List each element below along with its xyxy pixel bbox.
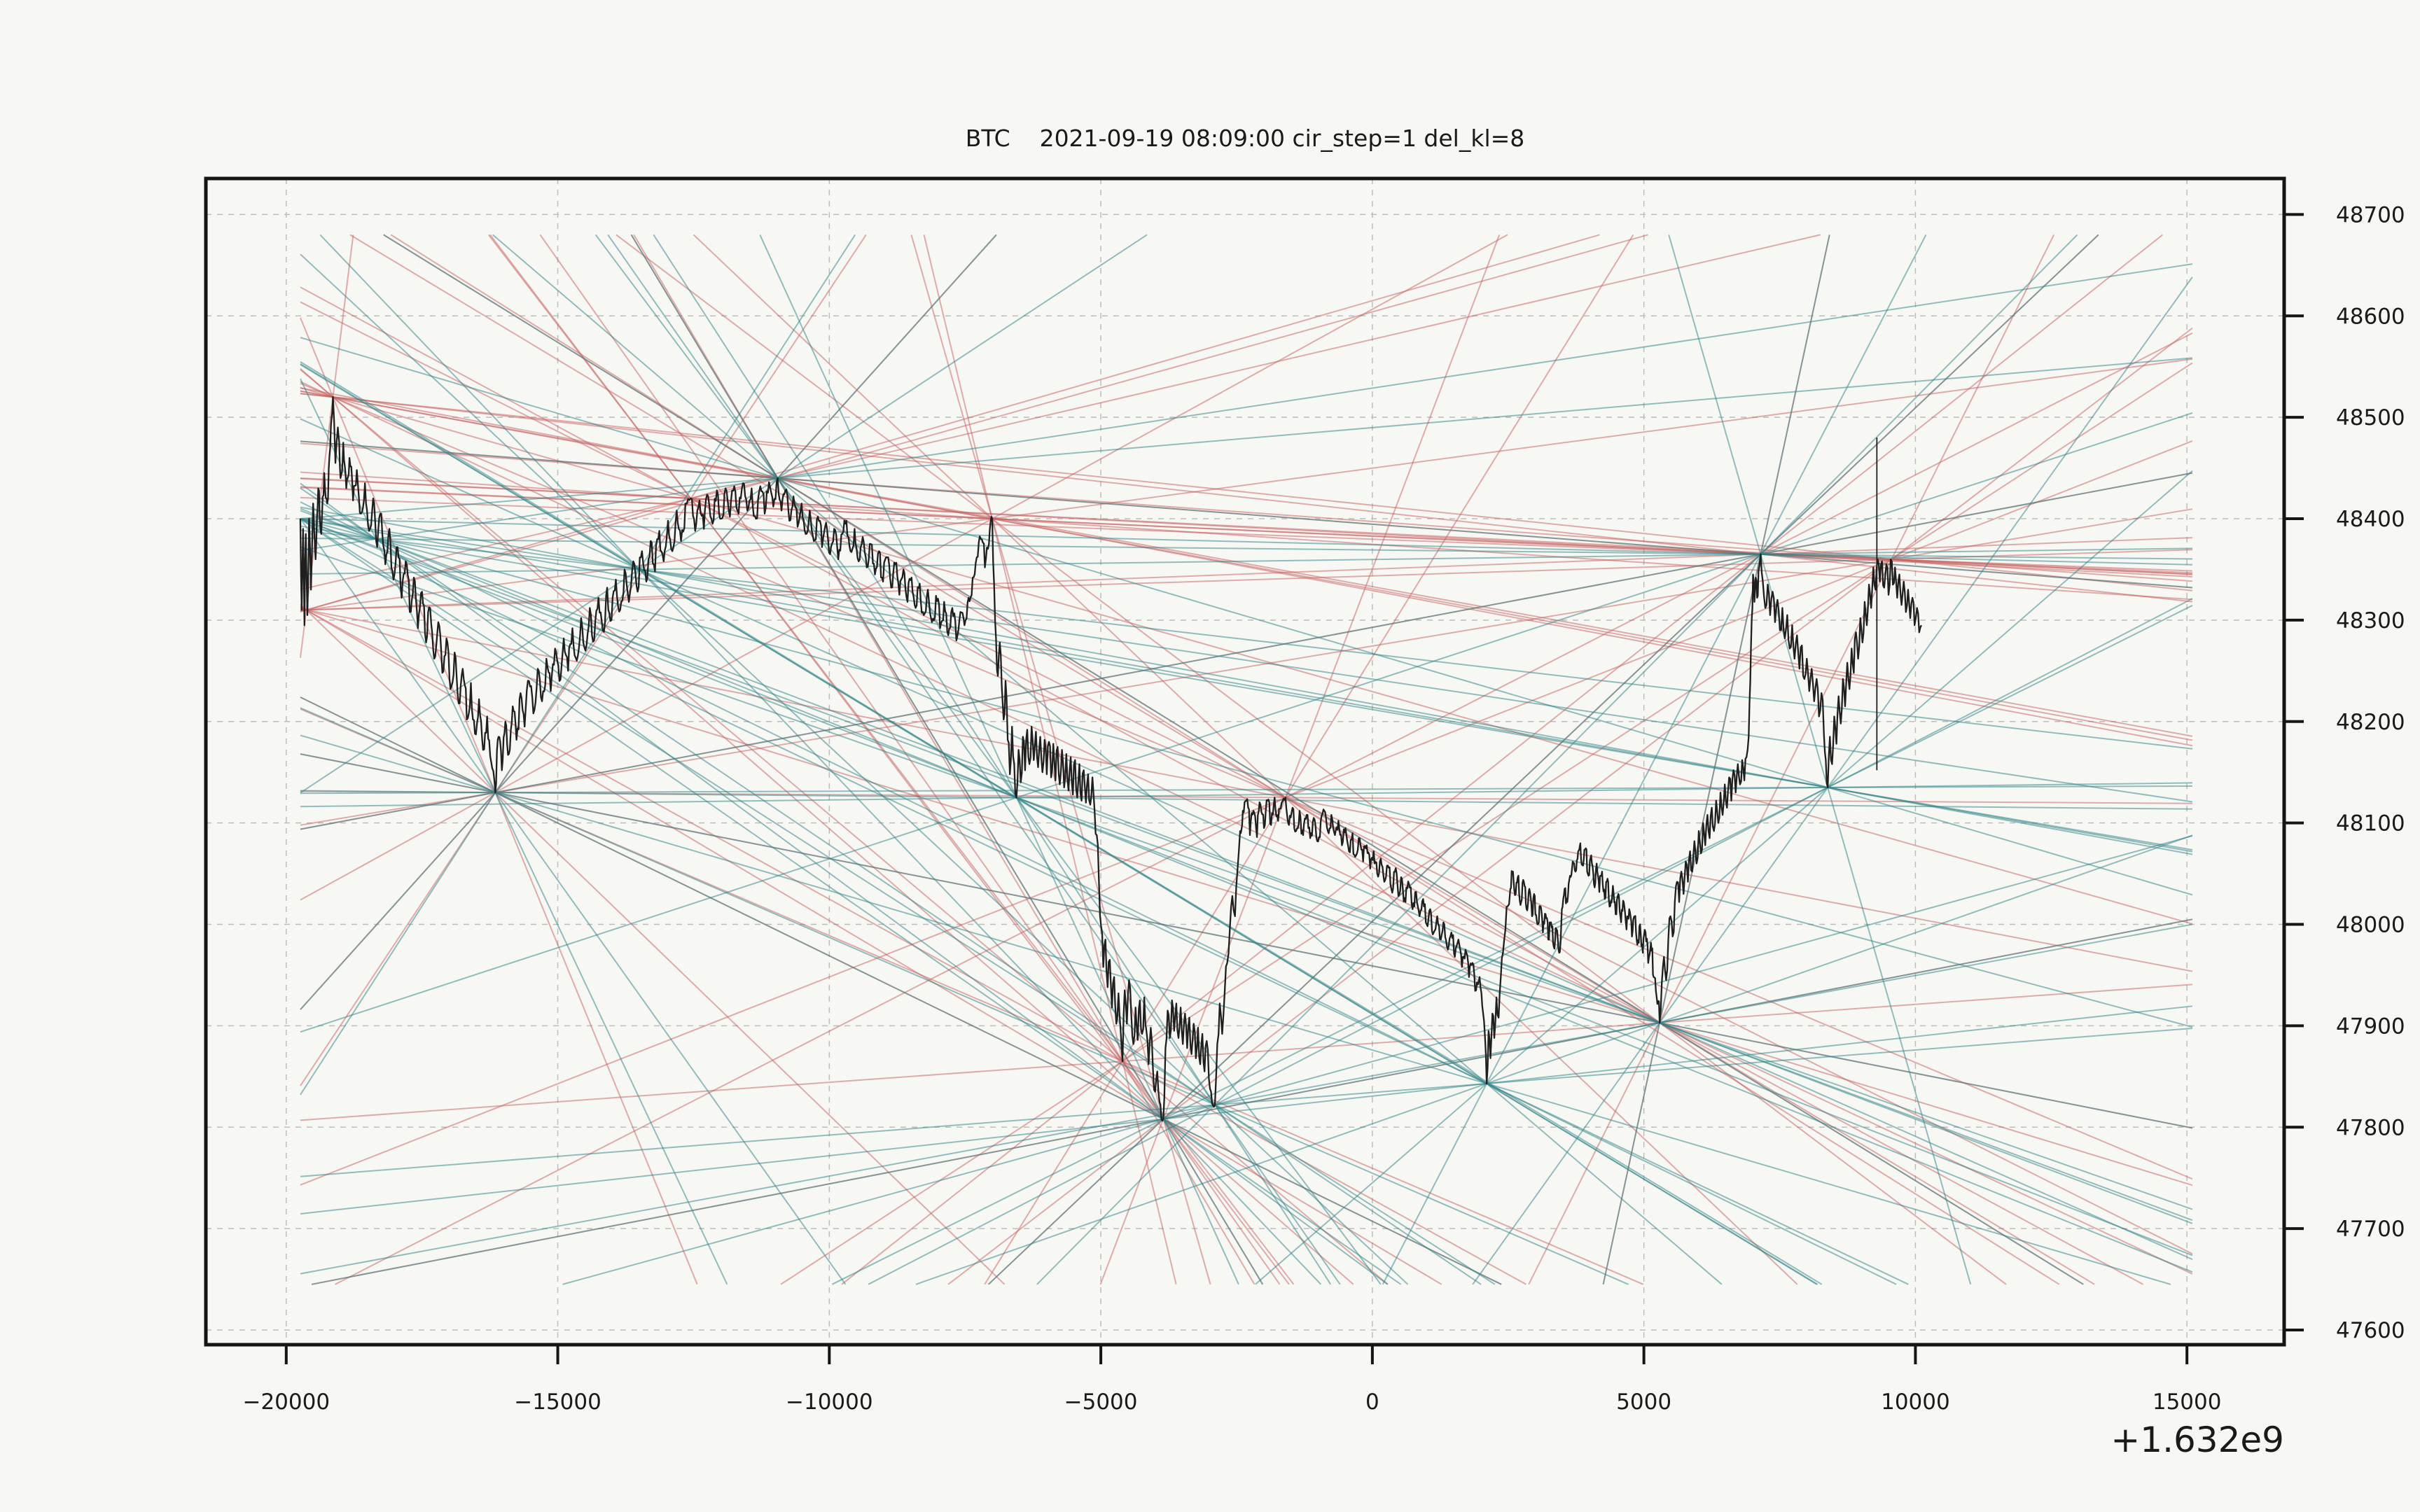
y-axis: 47600 47700 47800 47900 48000 48100 48200 48300… xyxy=(2284,202,2405,1343)
trendline xyxy=(300,518,1909,1285)
trendline xyxy=(300,360,1817,1285)
trendline xyxy=(300,518,1402,1285)
trendline xyxy=(1528,234,2055,1285)
y-tick-label: 47900 xyxy=(2336,1014,2405,1039)
trendline xyxy=(335,332,2193,1285)
x-tick-label: −15000 xyxy=(514,1390,601,1415)
trendline xyxy=(383,234,2084,1285)
trendline xyxy=(300,923,2193,1275)
trendline xyxy=(300,378,728,1285)
trendline xyxy=(1472,276,2193,1285)
trendline xyxy=(987,234,2099,1285)
y-tick-label: 48100 xyxy=(2336,811,2405,836)
plot-border xyxy=(204,176,2286,1347)
trendline xyxy=(1382,234,1927,1285)
x-tick-label: 15000 xyxy=(2153,1390,2222,1415)
y-tick-label: 47600 xyxy=(2336,1318,2405,1343)
y-tick-label: 48600 xyxy=(2336,304,2405,329)
trendline xyxy=(300,782,2192,808)
y-tick-label: 48500 xyxy=(2336,405,2405,430)
trendline xyxy=(984,234,1634,1285)
trendline xyxy=(300,358,2193,612)
x-axis: −20000 −15000 −10000 −5000 0 5000 10000 15000 xyxy=(242,1345,2221,1415)
y-tick-label: 48000 xyxy=(2336,913,2405,938)
trendline xyxy=(300,234,867,1086)
x-tick-label: 10000 xyxy=(1881,1390,1950,1415)
y-tick-label: 48300 xyxy=(2336,608,2405,634)
trendline xyxy=(300,606,1442,1285)
trendline xyxy=(300,487,1482,1285)
trendline xyxy=(947,327,2193,1285)
trendline xyxy=(300,357,2193,520)
trendline xyxy=(300,381,2193,1275)
trendline xyxy=(300,418,2193,1261)
y-tick-label: 48200 xyxy=(2336,710,2405,735)
y-tick-label: 48400 xyxy=(2336,507,2405,532)
trendline xyxy=(300,263,2193,552)
trendline xyxy=(1255,470,2193,1285)
trendline xyxy=(780,362,2193,1285)
y-tick-label: 48700 xyxy=(2336,202,2405,227)
trendline xyxy=(300,234,1600,612)
trendline xyxy=(300,603,1006,1285)
trendline xyxy=(653,234,1332,1285)
trendline xyxy=(492,234,1723,1285)
trendline xyxy=(300,734,2171,1285)
trendline xyxy=(300,506,2193,855)
trendline xyxy=(300,518,847,1285)
trendline xyxy=(300,286,2144,1285)
trendline xyxy=(1668,234,1972,1285)
trendline xyxy=(300,369,1389,1285)
trendline xyxy=(300,546,2193,1210)
trendline xyxy=(300,337,2193,896)
trendline xyxy=(831,605,2193,1285)
trendline xyxy=(616,234,2007,1285)
trendline xyxy=(300,387,2193,925)
trendline xyxy=(300,507,2193,1273)
x-tick-label: 0 xyxy=(1365,1390,1379,1415)
trendline xyxy=(300,501,1897,1285)
trendline xyxy=(1602,234,1830,1285)
x-tick-label: 5000 xyxy=(1616,1390,1671,1415)
trendline xyxy=(349,234,2095,1285)
trendline xyxy=(300,234,856,1096)
trendline xyxy=(841,234,2164,1285)
y-tick-label: 47700 xyxy=(2336,1217,2405,1242)
x-tick-label: −10000 xyxy=(786,1390,873,1415)
trendline xyxy=(300,753,2193,1129)
trendline xyxy=(915,834,2193,1285)
trendline xyxy=(300,482,1389,1285)
x-tick-label: −5000 xyxy=(1064,1390,1138,1415)
trendline xyxy=(562,835,2193,1285)
trendline xyxy=(300,518,1496,1285)
trendline xyxy=(300,234,1821,591)
trendline xyxy=(1036,234,2078,1285)
x-axis-offset-label: +1.632e9 xyxy=(2110,1420,2284,1460)
trendline xyxy=(300,1005,2193,1214)
trendline xyxy=(300,983,2193,1121)
trendline xyxy=(300,1027,2193,1177)
trendline xyxy=(300,368,1354,1285)
trendline xyxy=(300,301,2193,1255)
trendline xyxy=(300,234,997,1010)
trendline xyxy=(300,607,2193,1186)
trendline xyxy=(300,518,2193,1256)
trendline xyxy=(300,510,2193,1224)
trendline xyxy=(1099,234,1501,1285)
trendline xyxy=(868,598,2193,1285)
y-tick-label: 47800 xyxy=(2336,1115,2405,1140)
chart-title: BTC 2021-09-19 08:09:00 cir_step=1 del_k… xyxy=(965,125,1525,152)
trendline xyxy=(693,234,1798,1285)
x-tick-label: −20000 xyxy=(242,1390,330,1415)
trendline xyxy=(390,234,2060,1285)
price-line xyxy=(299,396,1922,1122)
trendline xyxy=(300,518,2193,1028)
